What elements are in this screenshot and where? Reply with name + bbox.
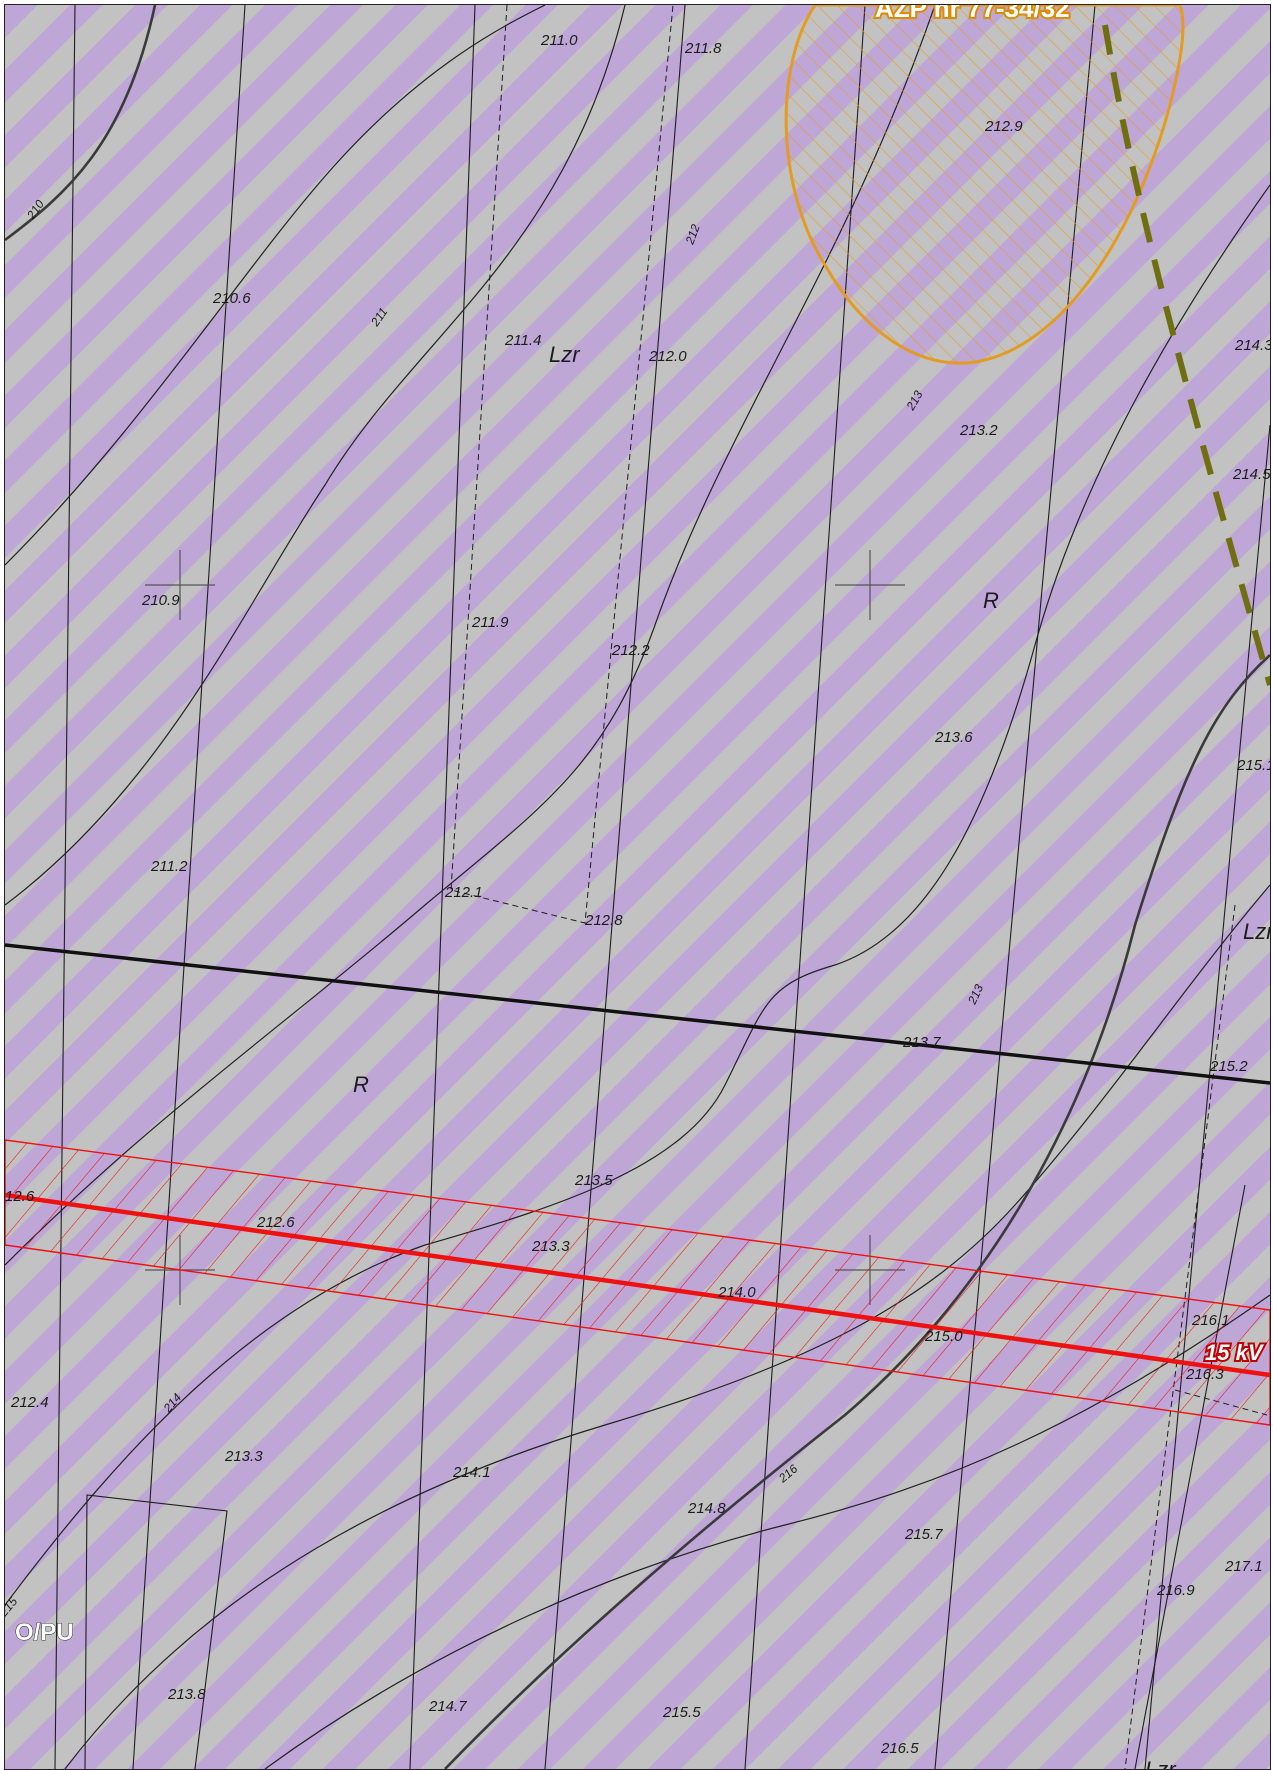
elevation-label: 216.3 bbox=[1185, 1366, 1224, 1383]
elevation-label: 212.8 bbox=[584, 912, 623, 929]
elevation-label: 214.7 bbox=[428, 1698, 467, 1715]
contour-211-5 bbox=[5, 5, 626, 906]
elevation-label: 215.1 bbox=[1236, 757, 1270, 774]
elevation-label: 216.1 bbox=[1191, 1312, 1230, 1329]
map-canvas[interactable]: AZP nr 77-34/32 211.0 211.8 212.9 210.6 … bbox=[5, 5, 1270, 1769]
elevation-label: 213.3 bbox=[531, 1238, 570, 1255]
map-frame: AZP nr 77-34/32 211.0 211.8 212.9 210.6 … bbox=[4, 4, 1271, 1770]
zone-boundary-dashed bbox=[1102, 24, 1270, 686]
elevation-label: 213.5 bbox=[574, 1172, 613, 1189]
elevation-label: 212.9 bbox=[984, 118, 1023, 135]
parcel-line bbox=[1144, 424, 1270, 1769]
contour-lines bbox=[5, 5, 1270, 1769]
elevation-label: 215.5 bbox=[662, 1704, 701, 1721]
elevation-label: 212.1 bbox=[444, 884, 483, 901]
land-use-label: Lzr bbox=[1145, 1757, 1177, 1769]
contour-213-5 bbox=[5, 184, 1270, 1606]
parcel-line bbox=[409, 5, 476, 1769]
elevation-label: 216.9 bbox=[1156, 1582, 1195, 1599]
elevation-label: 212.4 bbox=[10, 1394, 49, 1411]
parcel-lines bbox=[54, 5, 1270, 1769]
elevation-label: 214.0 bbox=[717, 1284, 756, 1301]
voltage-label: 15 kV bbox=[1205, 1340, 1265, 1365]
index-contour-216 bbox=[444, 654, 1270, 1769]
elevation-label: 211.8 bbox=[684, 40, 722, 57]
orange-zone-label: AZP nr 77-34/32 bbox=[875, 5, 1070, 23]
elevation-label: 213.7 bbox=[902, 1034, 941, 1051]
elevation-label: 214.5 bbox=[1232, 466, 1270, 483]
land-use-label: R bbox=[983, 588, 999, 613]
land-use-labels: Lzr R R Lzr Lzr bbox=[353, 342, 1270, 1769]
elevation-label: 213.8 bbox=[167, 1686, 206, 1703]
index-contour-210 bbox=[5, 5, 157, 242]
elevation-label: 12.6 bbox=[5, 1188, 35, 1205]
elevation-label: 215.2 bbox=[1209, 1058, 1248, 1075]
index-contours bbox=[5, 5, 1270, 1769]
elevation-label: 211.0 bbox=[540, 32, 578, 49]
dashed-parcel bbox=[450, 5, 674, 924]
parcel-line bbox=[544, 5, 686, 1769]
elevation-label: 210.9 bbox=[141, 592, 180, 609]
elevation-label: 214.1 bbox=[452, 1464, 491, 1481]
elevation-label: 212.0 bbox=[648, 348, 687, 365]
zone-label: O/PU bbox=[15, 1619, 74, 1646]
parcel-line bbox=[744, 5, 866, 1769]
elevation-label: 215.7 bbox=[904, 1526, 943, 1543]
elevation-label: 216.5 bbox=[880, 1740, 919, 1757]
elevation-label: 211.4 bbox=[504, 332, 541, 349]
elevation-label: 213.6 bbox=[934, 729, 973, 746]
land-use-label: Lzr bbox=[549, 342, 581, 367]
elevation-label: 212.2 bbox=[611, 642, 650, 659]
contour-210-5 bbox=[5, 5, 546, 566]
power-line-15kv[interactable] bbox=[5, 1192, 1270, 1378]
land-use-label: Lzr bbox=[1243, 919, 1270, 944]
elevation-label: 210.6 bbox=[212, 290, 251, 307]
power-line-buffer bbox=[5, 1139, 1270, 1426]
contour-value-label: 212 bbox=[682, 222, 702, 247]
elevation-label: 215.0 bbox=[924, 1328, 963, 1345]
contour-212-5 bbox=[5, 5, 936, 1266]
elevation-label: 217.1 bbox=[1224, 1558, 1263, 1575]
elevation-label: 211.9 bbox=[471, 614, 509, 631]
land-use-label: R bbox=[353, 1072, 369, 1097]
elevation-label: 214.8 bbox=[687, 1500, 726, 1517]
parcel-line bbox=[132, 5, 246, 1769]
elevation-label: 214.3 bbox=[1234, 337, 1270, 354]
elevation-labels: 211.0 211.8 212.9 210.6 211.4 212.0 214.… bbox=[5, 32, 1270, 1757]
road-line bbox=[5, 943, 1270, 1085]
parcel-line bbox=[54, 5, 76, 1769]
small-parcel bbox=[84, 1494, 228, 1769]
elevation-label: 213.2 bbox=[959, 422, 998, 439]
elevation-label: 211.2 bbox=[150, 858, 188, 875]
parcel-line bbox=[1134, 1184, 1246, 1769]
elevation-label: 212.6 bbox=[256, 1214, 295, 1231]
elevation-label: 213.3 bbox=[224, 1448, 263, 1465]
archaeology-zone[interactable] bbox=[784, 5, 1185, 365]
